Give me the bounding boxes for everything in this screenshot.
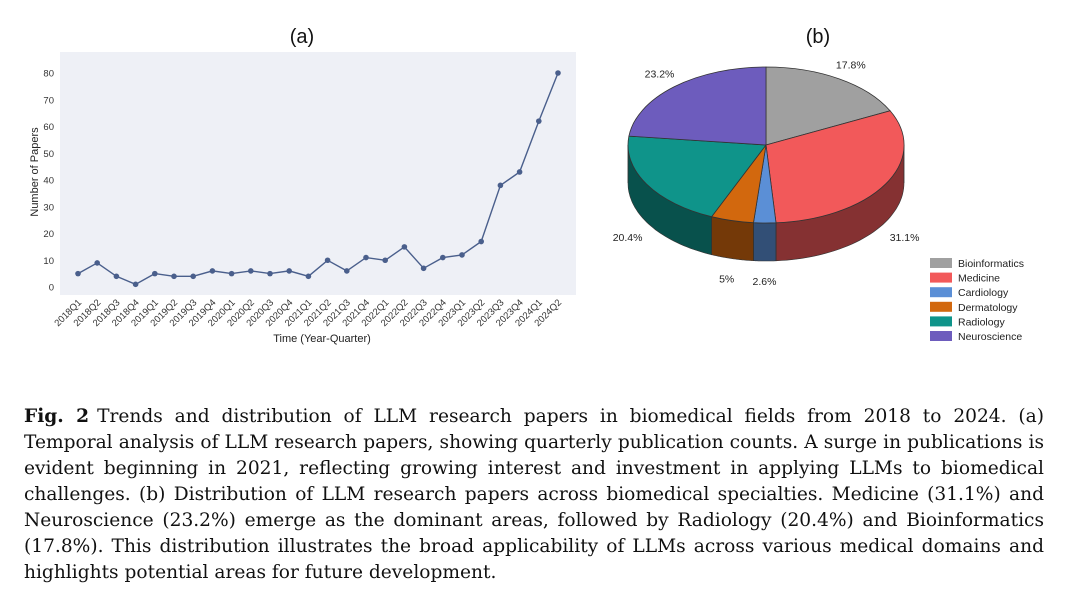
data-point — [286, 268, 293, 274]
y-tick-label: 50 — [43, 149, 54, 160]
legend-entry: Radiology — [958, 316, 1005, 328]
data-point — [132, 281, 139, 288]
caption-text: Trends and distribution of LLM research … — [24, 406, 1044, 583]
legend-entry: Medicine — [958, 273, 1000, 285]
pie-slice-radiology — [627, 135, 767, 218]
pie-value-label: 23.2% — [645, 68, 675, 80]
y-tick-label: 80 — [43, 69, 54, 80]
pie-side-dermatology — [711, 216, 754, 262]
x-axis-ticks: 2018Q12018Q22018Q32018Q42019Q12019Q22019… — [52, 297, 564, 329]
data-point — [420, 265, 427, 272]
data-point — [305, 273, 312, 280]
pie-value-label: 5% — [719, 273, 734, 285]
data-point — [152, 270, 158, 277]
y-tick-label: 60 — [43, 122, 54, 133]
legend-entry: Dermatology — [958, 302, 1018, 314]
data-point — [382, 257, 389, 264]
legend-swatch — [930, 316, 952, 327]
panel-b-label: (b) — [806, 26, 830, 48]
legend-entry: Bioinformatics — [958, 258, 1024, 270]
data-point — [516, 169, 523, 175]
data-point — [440, 254, 446, 261]
data-point — [190, 273, 196, 280]
data-point — [94, 260, 100, 266]
legend-swatch — [930, 258, 952, 268]
data-point — [555, 70, 561, 76]
data-point — [248, 268, 254, 274]
x-axis-label: Time (Year-Quarter) — [273, 333, 371, 345]
data-point — [363, 254, 369, 261]
series-points — [75, 70, 561, 288]
legend-swatch — [930, 331, 952, 341]
panel-a-label: (a) — [290, 26, 314, 48]
y-tick-label: 10 — [43, 256, 54, 267]
pie-chart-panel: (b) 17.8% 31.1% 2.6% 5% 20.4% 23.2% Bioinform… — [613, 26, 1024, 343]
pie-value-label: 20.4% — [613, 232, 643, 244]
legend-swatch — [930, 272, 952, 283]
y-axis-ticks: 0 10 20 30 40 50 60 70 80 — [43, 69, 54, 294]
pie-slice-medicine — [765, 110, 905, 224]
series-line — [77, 72, 559, 286]
pie-value-label: 2.6% — [753, 276, 777, 288]
legend: Bioinformatics Medicine Cardiology Dermatol… — [930, 258, 1024, 343]
y-axis-label: Number of Papers — [29, 127, 41, 217]
data-point — [459, 252, 465, 258]
pie-slices — [627, 66, 905, 224]
y-tick-label: 0 — [49, 283, 54, 294]
figure-caption: Fig. 2 Trends and distribution of LLM res… — [24, 404, 1044, 586]
data-point — [401, 244, 408, 250]
data-point — [536, 118, 542, 124]
y-tick-label: 20 — [43, 229, 54, 240]
data-point — [209, 268, 216, 274]
y-tick-label: 70 — [43, 95, 54, 106]
pie-value-labels: 17.8% 31.1% 2.6% 5% 20.4% 23.2% — [613, 59, 920, 288]
data-point — [344, 268, 350, 274]
line-chart-panel: (a) 0 10 20 30 40 50 60 70 80 2018Q12018Q22018Q3… — [29, 26, 576, 345]
legend-swatch — [930, 301, 952, 312]
legend-entry: Neuroscience — [958, 331, 1022, 343]
pie-slice-bioinformatics — [765, 66, 891, 146]
data-point — [478, 238, 485, 245]
y-tick-label: 40 — [43, 176, 54, 187]
legend-swatch — [930, 287, 952, 298]
data-point — [171, 273, 177, 280]
data-point — [324, 257, 331, 264]
data-point — [75, 270, 81, 277]
pie-slice-neuroscience — [628, 66, 767, 146]
caption-label: Fig. 2 — [24, 406, 90, 427]
plot-area — [60, 52, 576, 295]
legend-entry: Cardiology — [958, 287, 1009, 299]
pie-value-label: 17.8% — [836, 59, 866, 71]
pie-value-label: 31.1% — [890, 232, 920, 244]
data-point — [113, 273, 120, 280]
pie-side-cardiology — [753, 222, 777, 262]
data-point — [267, 270, 273, 277]
data-point — [228, 270, 235, 277]
y-tick-label: 30 — [43, 202, 54, 213]
data-point — [497, 182, 504, 189]
